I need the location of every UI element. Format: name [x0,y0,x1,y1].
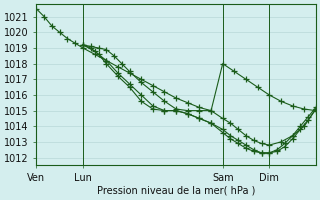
X-axis label: Pression niveau de la mer( hPa ): Pression niveau de la mer( hPa ) [97,186,255,196]
